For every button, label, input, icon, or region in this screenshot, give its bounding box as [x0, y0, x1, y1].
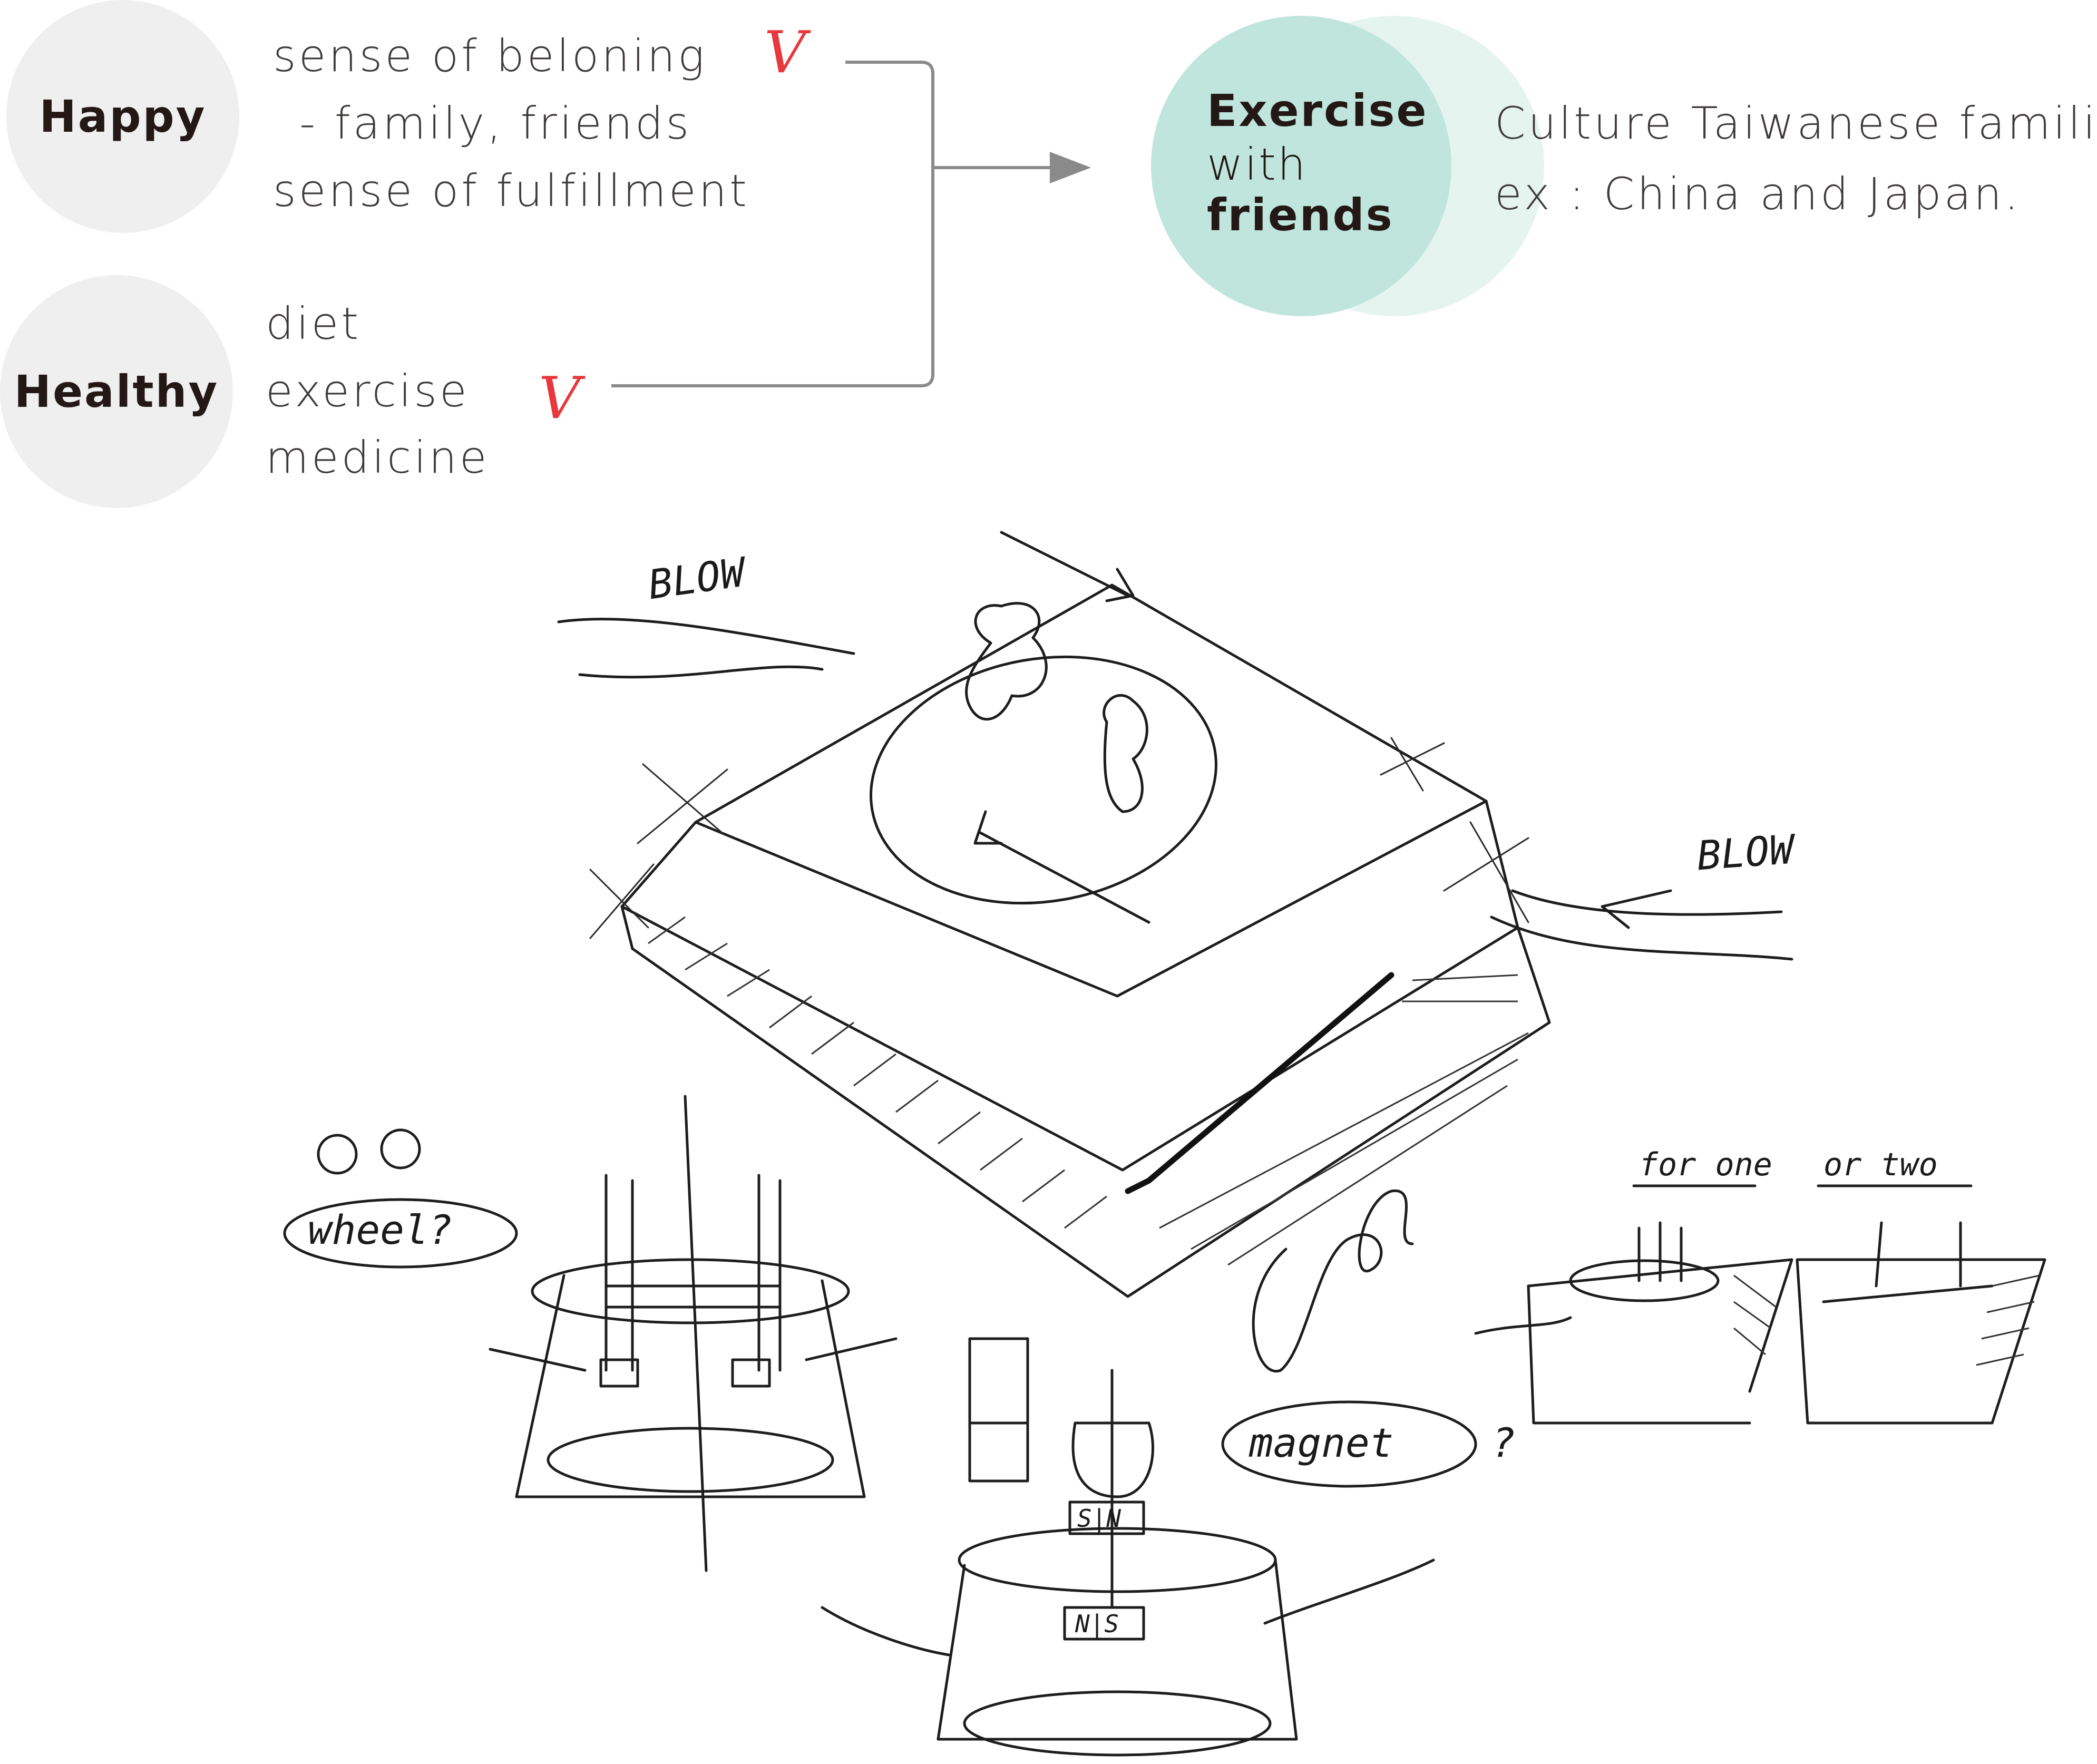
result-circle [1151, 16, 1451, 316]
result-line-3: friends [1207, 189, 1394, 241]
main-platform-sketch [557, 531, 1793, 1298]
happy-label: Happy [39, 91, 207, 142]
for-one-label: for one [1639, 1146, 1772, 1183]
wheel-label: wheel? [308, 1206, 453, 1253]
magnet-sketch [821, 1337, 1477, 1757]
result-line-1: Exercise [1207, 85, 1428, 137]
healthy-item-1: diet [266, 298, 362, 349]
magnet-question-mark: ? [1491, 1419, 1516, 1466]
or-two-label: or two [1823, 1146, 1938, 1183]
magnet-label: magnet [1249, 1419, 1394, 1466]
healthy-item-3: medicine [266, 432, 490, 483]
magnet-sn-label: S|N [1077, 1504, 1121, 1533]
healthy-check-mark: V [539, 364, 581, 432]
healthy-item-2: exercise [266, 365, 470, 417]
wheel-sketch [283, 1095, 898, 1572]
culture-note-2: ex : China and Japan. [1495, 168, 2021, 220]
culture-note-1: Culture Taiwanese familiar, [1495, 98, 2097, 149]
for-one-or-two-sketch [1474, 1184, 2046, 1425]
magnet-ns-label: N|S [1075, 1610, 1119, 1638]
signature-scribble [1252, 1189, 1414, 1373]
healthy-badge: Healthy [0, 275, 233, 508]
result-line-2: with [1207, 139, 1308, 190]
healthy-label: Healthy [14, 366, 219, 417]
happy-badge: Happy [6, 0, 239, 233]
blow-label-right: BLOW [1695, 825, 1795, 880]
